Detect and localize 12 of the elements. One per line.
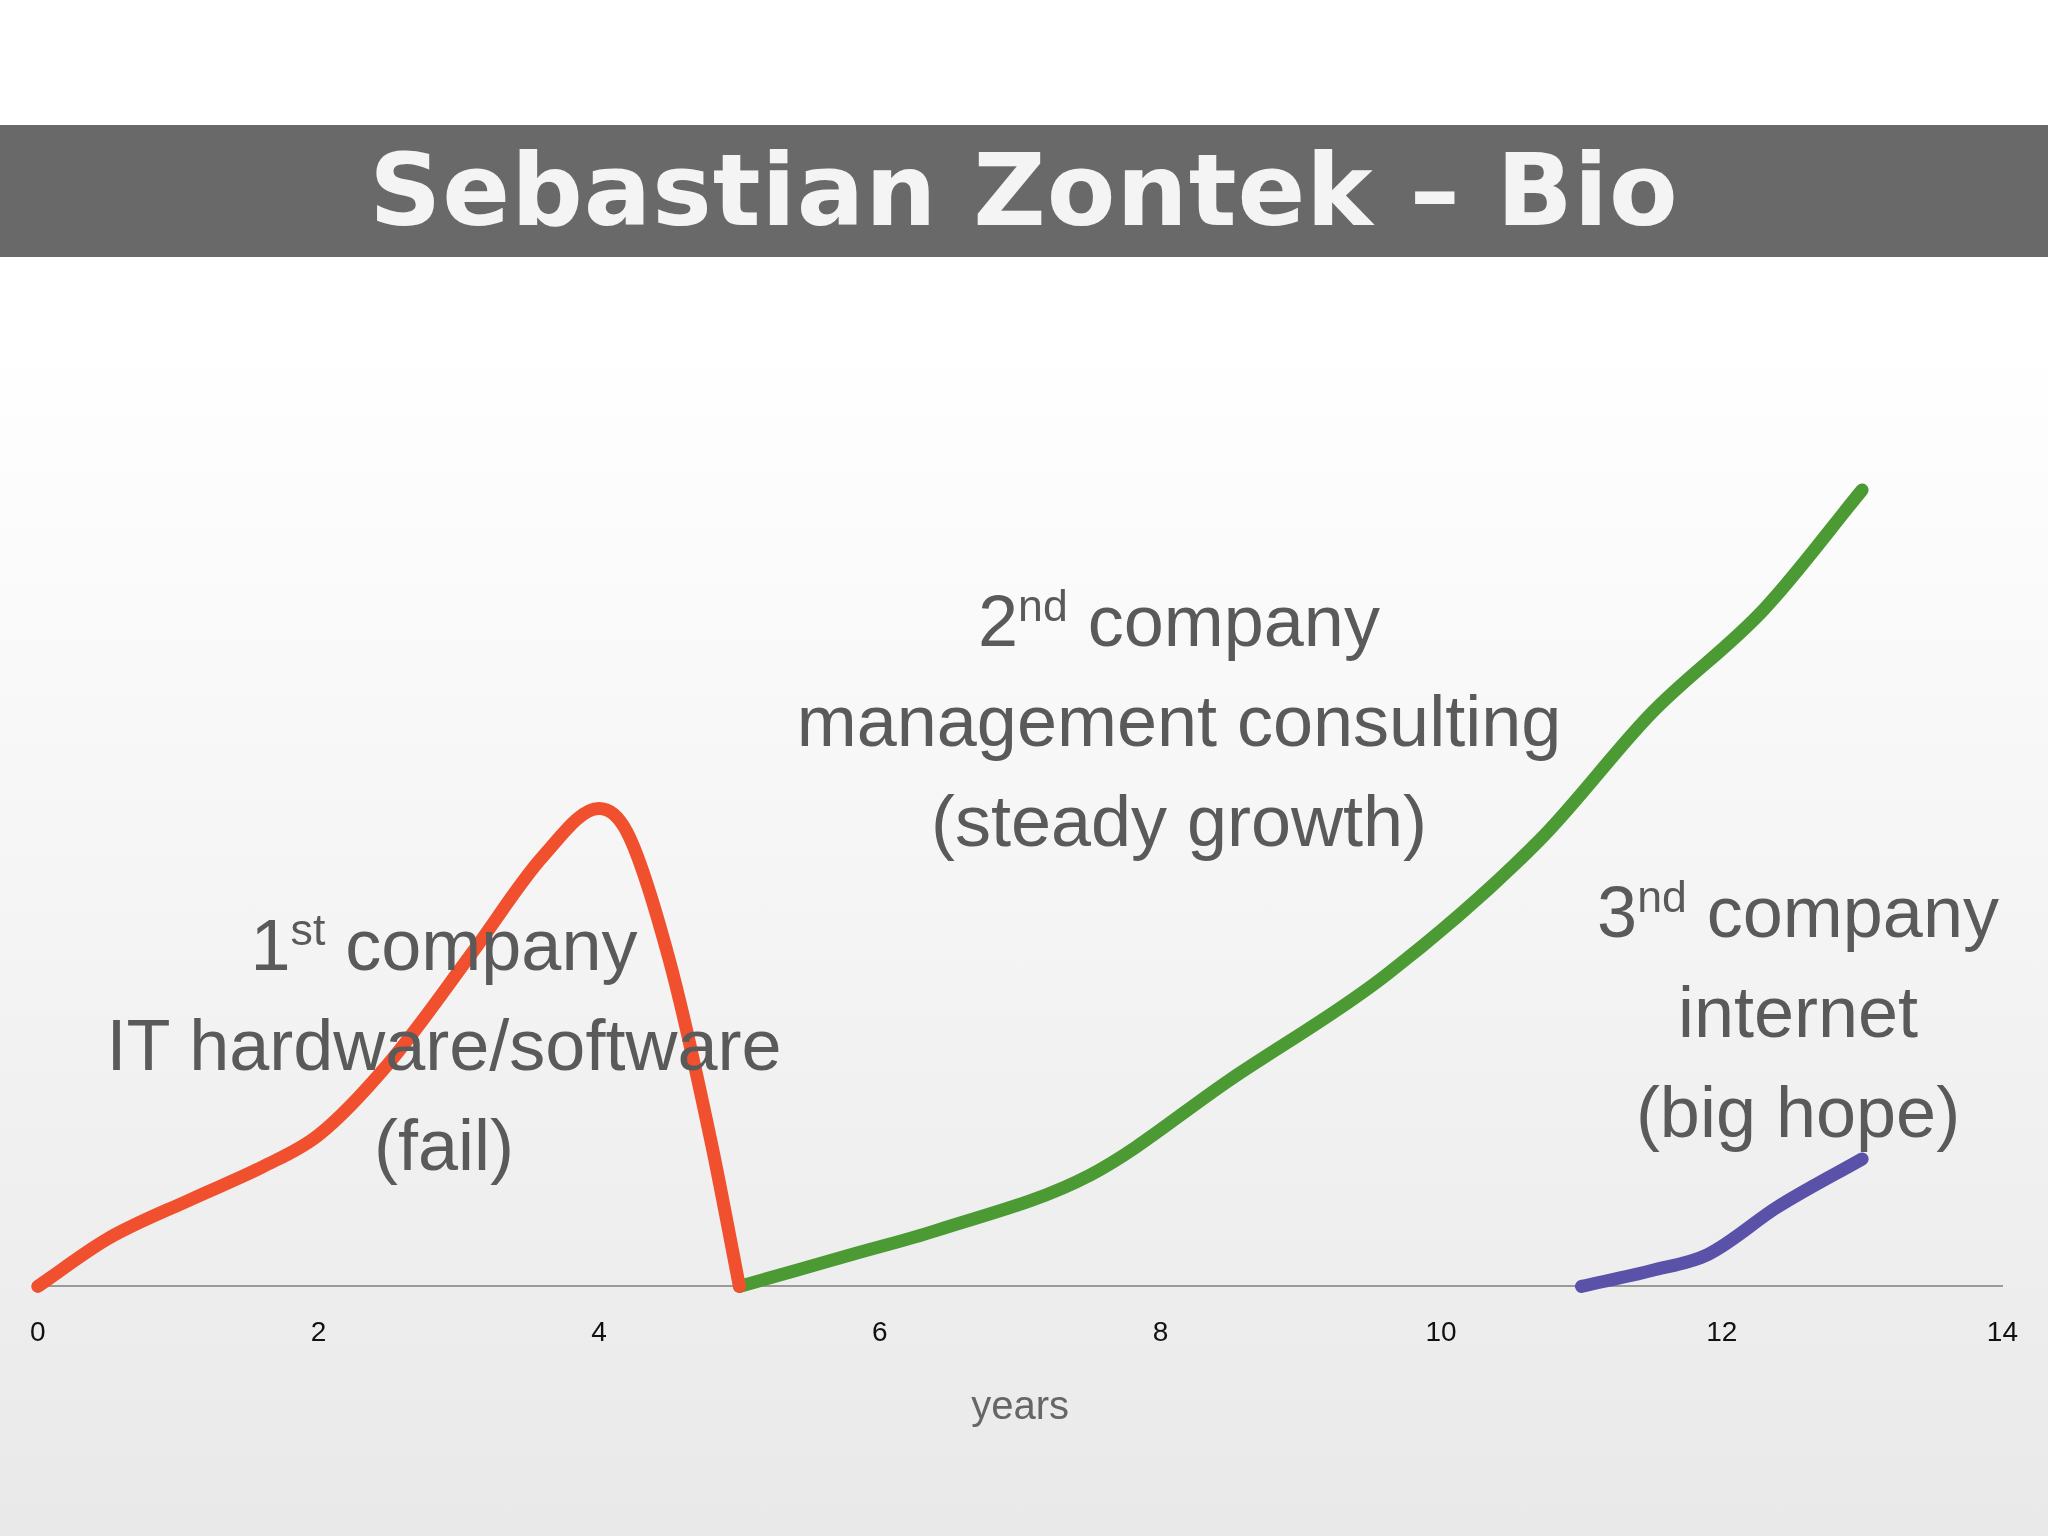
x-tick-label: 0 (30, 1315, 46, 1347)
x-tick-label: 14 (1986, 1315, 2019, 1347)
x-tick-label: 4 (591, 1315, 607, 1347)
x-tick-label: 8 (1152, 1315, 1169, 1347)
chart-title: Sebastian Zontek – Bio (369, 132, 1679, 249)
x-tick-label: 6 (871, 1315, 888, 1347)
annotation: 3$^{nd}$ company internet (big hope) (1597, 871, 1999, 1154)
annotation: 2$^{nd}$ company management consulting (steady growth) (796, 580, 1562, 863)
x-axis-title: years (971, 1383, 1070, 1428)
x-tick-label: 10 (1425, 1315, 1457, 1347)
x-tick-label: 2 (310, 1315, 327, 1347)
x-tick-label: 12 (1706, 1315, 1738, 1347)
